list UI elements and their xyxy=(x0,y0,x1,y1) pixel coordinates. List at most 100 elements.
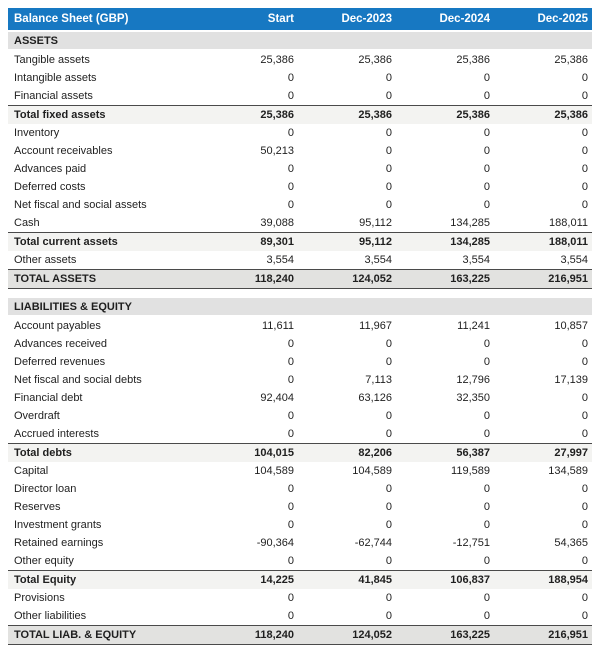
total-row: TOTAL LIAB. & EQUITY 118,240 124,052 163,22… xyxy=(8,625,592,645)
cell-value: 0 xyxy=(298,353,396,371)
table-row: Advances paid 0 0 0 0 xyxy=(8,160,592,178)
cell-value: 0 xyxy=(494,124,592,142)
cell-value: 25,386 xyxy=(494,105,592,124)
cell-value: 0 xyxy=(494,589,592,607)
section-header-row: ASSETS xyxy=(8,30,592,51)
cell-value: 106,837 xyxy=(396,570,494,589)
section-empty-cell xyxy=(298,30,396,51)
cell-value: 82,206 xyxy=(298,443,396,462)
balance-sheet-table: Balance Sheet (GBP) Start Dec-2023 Dec-2… xyxy=(8,8,592,645)
cell-value: 0 xyxy=(200,480,298,498)
cell-value: 0 xyxy=(200,516,298,534)
cell-value: 0 xyxy=(298,160,396,178)
row-label: Deferred revenues xyxy=(8,353,200,371)
table-row: Financial assets 0 0 0 0 xyxy=(8,87,592,106)
cell-value: 188,011 xyxy=(494,232,592,251)
cell-value: 0 xyxy=(298,124,396,142)
row-label: Director loan xyxy=(8,480,200,498)
table-row: Tangible assets 25,386 25,386 25,386 25,386 xyxy=(8,50,592,69)
row-label: Intangible assets xyxy=(8,69,200,87)
row-label: Cash xyxy=(8,214,200,233)
section-header-row: LIABILITIES & EQUITY xyxy=(8,296,592,317)
subtotal-row: Total Equity 14,225 41,845 106,837 188,954 xyxy=(8,570,592,589)
row-label: Financial assets xyxy=(8,87,200,106)
cell-value: 163,225 xyxy=(396,269,494,289)
cell-value: 0 xyxy=(200,589,298,607)
section-empty-cell xyxy=(200,30,298,51)
column-header-dec-2023: Dec-2023 xyxy=(298,8,396,31)
cell-value: 124,052 xyxy=(298,269,396,289)
column-header-start: Start xyxy=(200,8,298,31)
cell-value: 0 xyxy=(396,353,494,371)
cell-value: 0 xyxy=(298,69,396,87)
cell-value: 0 xyxy=(396,589,494,607)
row-label: Account payables xyxy=(8,316,200,335)
section-empty-cell xyxy=(494,30,592,51)
cell-value: 0 xyxy=(200,425,298,444)
cell-value: 0 xyxy=(298,407,396,425)
cell-value: 95,112 xyxy=(298,214,396,233)
table-row: Provisions 0 0 0 0 xyxy=(8,589,592,607)
row-label: Net fiscal and social debts xyxy=(8,371,200,389)
table-header-row: Balance Sheet (GBP) Start Dec-2023 Dec-2… xyxy=(8,8,592,31)
cell-value: 11,967 xyxy=(298,316,396,335)
cell-value: 0 xyxy=(200,498,298,516)
cell-value: 10,857 xyxy=(494,316,592,335)
cell-value: 0 xyxy=(396,480,494,498)
table-row: Overdraft 0 0 0 0 xyxy=(8,407,592,425)
section-spacer xyxy=(8,288,592,297)
cell-value: 11,611 xyxy=(200,316,298,335)
cell-value: 0 xyxy=(494,87,592,106)
cell-value: 0 xyxy=(200,353,298,371)
cell-value: -12,751 xyxy=(396,534,494,552)
cell-value: 0 xyxy=(200,178,298,196)
cell-value: 0 xyxy=(494,196,592,214)
cell-value: 54,365 xyxy=(494,534,592,552)
cell-value: 11,241 xyxy=(396,316,494,335)
section-spacer-cell xyxy=(8,288,592,297)
table-row: Investment grants 0 0 0 0 xyxy=(8,516,592,534)
row-label: Retained earnings xyxy=(8,534,200,552)
cell-value: 104,589 xyxy=(200,462,298,480)
cell-value: 0 xyxy=(200,371,298,389)
row-label: Financial debt xyxy=(8,389,200,407)
cell-value: 25,386 xyxy=(298,50,396,69)
cell-value: 0 xyxy=(200,552,298,571)
table-row: Capital 104,589 104,589 119,589 134,589 xyxy=(8,462,592,480)
cell-value: 0 xyxy=(200,335,298,353)
cell-value: 0 xyxy=(494,407,592,425)
cell-value: 17,139 xyxy=(494,371,592,389)
cell-value: 25,386 xyxy=(200,50,298,69)
cell-value: 0 xyxy=(494,142,592,160)
row-label: Accrued interests xyxy=(8,425,200,444)
row-label: Provisions xyxy=(8,589,200,607)
cell-value: 0 xyxy=(396,407,494,425)
cell-value: 119,589 xyxy=(396,462,494,480)
subtotal-row: Total debts 104,015 82,206 56,387 27,997 xyxy=(8,443,592,462)
table-row: Advances received 0 0 0 0 xyxy=(8,335,592,353)
cell-value: 0 xyxy=(200,196,298,214)
row-label: TOTAL LIAB. & EQUITY xyxy=(8,625,200,645)
cell-value: 3,554 xyxy=(298,251,396,270)
row-label: Total Equity xyxy=(8,570,200,589)
table-row: Net fiscal and social assets 0 0 0 0 xyxy=(8,196,592,214)
cell-value: 0 xyxy=(396,425,494,444)
cell-value: 0 xyxy=(396,552,494,571)
cell-value: 0 xyxy=(298,87,396,106)
cell-value: 0 xyxy=(396,607,494,626)
cell-value: 0 xyxy=(494,516,592,534)
row-label: Overdraft xyxy=(8,407,200,425)
table-row: Other equity 0 0 0 0 xyxy=(8,552,592,571)
cell-value: 50,213 xyxy=(200,142,298,160)
row-label: Total current assets xyxy=(8,232,200,251)
cell-value: 216,951 xyxy=(494,625,592,645)
cell-value: 0 xyxy=(298,196,396,214)
cell-value: 0 xyxy=(298,425,396,444)
row-label: Reserves xyxy=(8,498,200,516)
table-title: Balance Sheet (GBP) xyxy=(8,8,200,31)
table-row: Net fiscal and social debts 0 7,113 12,796 1… xyxy=(8,371,592,389)
row-label: Inventory xyxy=(8,124,200,142)
cell-value: 0 xyxy=(396,196,494,214)
row-label: Capital xyxy=(8,462,200,480)
cell-value: 104,589 xyxy=(298,462,396,480)
